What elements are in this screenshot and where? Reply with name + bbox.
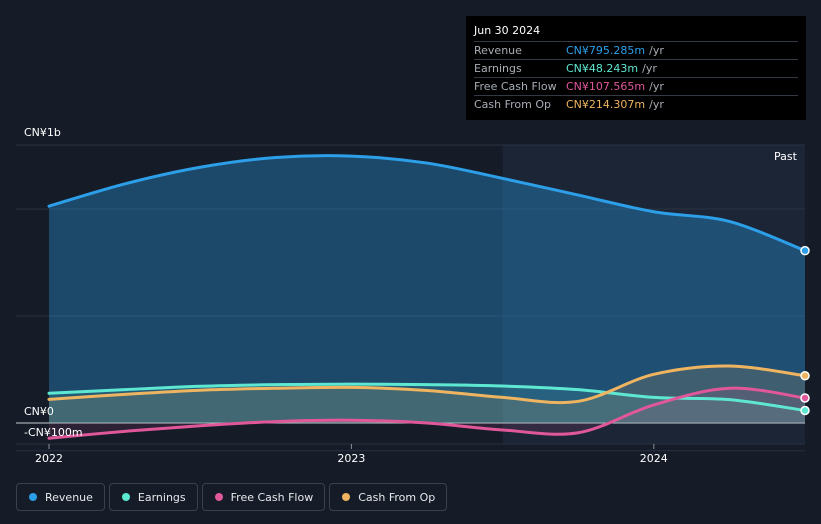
tooltip-date: Jun 30 2024 [474,24,541,37]
area-revenue [49,155,805,423]
tooltip-row-value: CN¥214.307m [566,98,646,111]
legend-dot-icon [29,493,37,501]
tooltip-row-earnings: Earnings CN¥48.243m /yr [474,59,798,77]
tooltip-row-free-cash-flow: Free Cash Flow CN¥107.565m /yr [474,77,798,95]
line-cash-from-op [47,364,807,405]
legend-label: Earnings [137,490,186,504]
series-areas [49,155,805,439]
past-label: Past [774,150,798,163]
tooltip-row-unit: /yr [642,62,657,75]
x-tick-label: 2024 [640,452,668,465]
x-tick-label: 2022 [35,452,63,465]
tooltip-row-label: Revenue [474,44,522,57]
legend-item-revenue[interactable]: Revenue [16,483,105,511]
tooltip-row-unit: /yr [649,44,664,57]
tooltip-row-unit: /yr [649,98,664,111]
end-marker-revenue [800,245,810,256]
legend-item-cash-from-op[interactable]: Cash From Op [329,483,448,511]
legend-label: Cash From Op [358,490,436,504]
end-marker-cash-from-op [800,370,810,381]
y-axis-top-label: CN¥1b [24,126,61,139]
chart-area: 2022 2023 2024 CN¥1b CN¥0 -CN¥100m Past [16,126,810,465]
tooltip-row-value: CN¥107.565m [566,80,646,93]
past-region-highlight [502,145,805,444]
series-end-markers [800,245,810,416]
tooltip-row-revenue: Revenue CN¥795.285m /yr [474,41,798,59]
line-free-cash-flow [47,386,807,440]
legend: Revenue Earnings Free Cash Flow Cash Fro… [16,483,448,511]
end-marker-free-cash-flow [800,393,810,403]
legend-dot-icon [121,493,130,501]
area-cash-from-op [49,365,805,423]
tooltip-row-value: CN¥795.285m [566,44,646,57]
legend-item-free-cash-flow[interactable]: Free Cash Flow [201,483,326,511]
legend-label: Revenue [45,490,93,504]
tooltip-row-label: Earnings [474,62,522,75]
legend-item-earnings[interactable]: Earnings [108,483,198,511]
x-tick-label: 2023 [337,452,365,465]
end-marker-earnings [800,405,810,416]
tooltip-row-label: Free Cash Flow [474,80,557,93]
y-axis-negative-label: -CN¥100m [24,426,83,439]
tooltip-row-label: Cash From Op [474,98,552,111]
series-lines [47,154,807,440]
legend-dot-icon [214,493,223,501]
y-axis-zero-label: CN¥0 [24,405,54,418]
legend-label: Free Cash Flow [230,490,314,504]
x-axis-ticks: 2022 2023 2024 [35,444,668,465]
tooltip-row-unit: /yr [649,80,664,93]
line-revenue [47,154,807,253]
area-free-cash-flow [49,388,805,439]
tooltip-panel: Jun 30 2024 Revenue CN¥795.285m /yr Earn… [466,16,806,120]
tooltip-row-value: CN¥48.243m [566,62,639,75]
tooltip-row-cash-from-op: Cash From Op CN¥214.307m /yr [474,95,798,113]
legend-dot-icon [342,493,351,501]
